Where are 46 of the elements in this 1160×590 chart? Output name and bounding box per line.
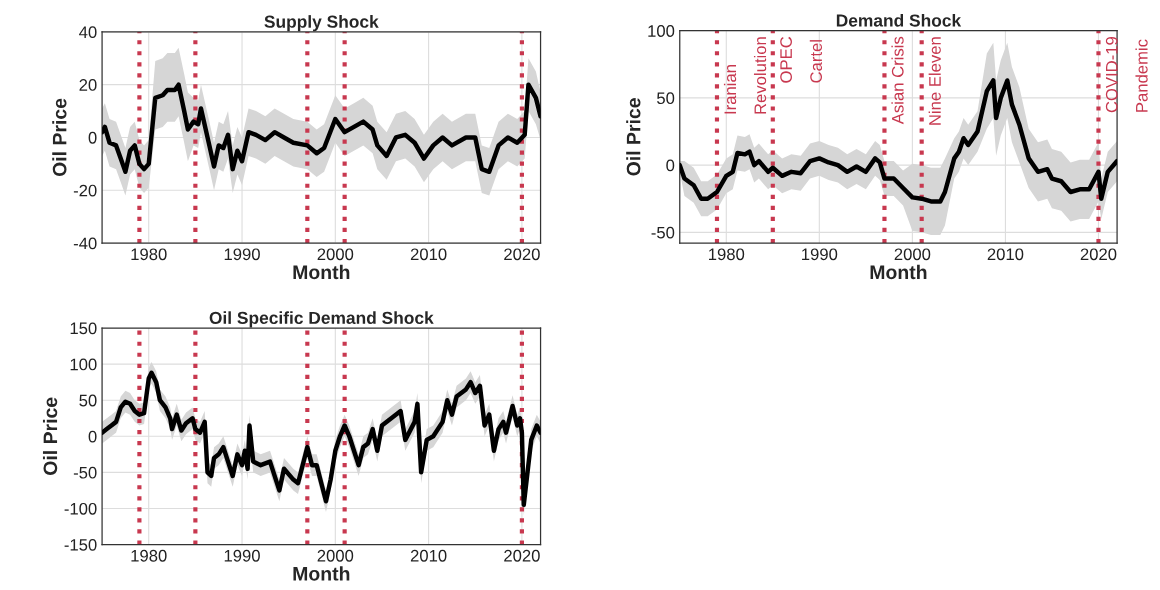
x-tick-label: 2000 xyxy=(894,248,931,261)
y-tick-label: -50 xyxy=(73,466,97,479)
chart-title: Supply Shock xyxy=(264,15,379,32)
y-tick-label: -20 xyxy=(73,184,97,197)
y-tick-label: -40 xyxy=(73,237,97,250)
y-tick-label: 50 xyxy=(657,92,675,105)
x-tick-label: 1990 xyxy=(802,248,838,261)
y-axis-title: Oil Price xyxy=(626,98,641,176)
line-series xyxy=(102,82,541,175)
y-axis-title: Oil Price xyxy=(52,98,67,177)
y-tick-label: -100 xyxy=(64,502,97,515)
y-tick-label: -50 xyxy=(651,226,675,239)
x-tick-label: 2010 xyxy=(410,549,447,562)
y-tick-label: 0 xyxy=(88,131,97,144)
x-tick-label: 1980 xyxy=(131,248,167,261)
x-tick-label: 1990 xyxy=(224,248,260,261)
ref-line-label: Asian Crisis xyxy=(891,36,904,125)
x-axis-title: Month xyxy=(870,264,927,280)
y-tick-label: -150 xyxy=(64,538,97,551)
x-tick-label: 1980 xyxy=(131,549,167,562)
x-axis-title: Month xyxy=(293,566,350,581)
x-axis-title: Month xyxy=(293,264,350,280)
y-tick-label: 0 xyxy=(88,430,97,443)
y-tick-label: 100 xyxy=(648,25,675,37)
chart-title: Demand Shock xyxy=(836,13,962,27)
x-tick-label: 2000 xyxy=(317,248,354,261)
x-tick-label: 2010 xyxy=(410,248,447,261)
x-tick-label: 2020 xyxy=(1080,248,1117,261)
y-tick-label: 150 xyxy=(70,322,97,335)
x-tick-label: 2000 xyxy=(317,549,354,562)
y-tick-label: 40 xyxy=(79,26,97,39)
x-tick-label: 2010 xyxy=(987,248,1024,261)
x-tick-label: 1990 xyxy=(224,549,260,562)
chart-title: Oil Specific Demand Shock xyxy=(209,311,434,328)
y-axis-title: Oil Price xyxy=(42,397,58,475)
ref-line-label: Nine Eleven xyxy=(928,37,941,125)
y-tick-label: 100 xyxy=(70,358,97,371)
ref-line-label: OPEC Cartel xyxy=(780,36,823,83)
y-tick-label: 20 xyxy=(79,79,97,91)
x-tick-label: 2020 xyxy=(504,248,540,261)
ref-line-label: COVID-19 Pandemic xyxy=(1105,37,1148,113)
x-tick-label: 2020 xyxy=(504,549,540,562)
x-tick-label: 1980 xyxy=(709,248,745,261)
y-tick-label: 50 xyxy=(79,394,97,407)
ref-line-label: Iranian Revolution xyxy=(723,37,767,114)
y-tick-label: 0 xyxy=(666,159,675,172)
